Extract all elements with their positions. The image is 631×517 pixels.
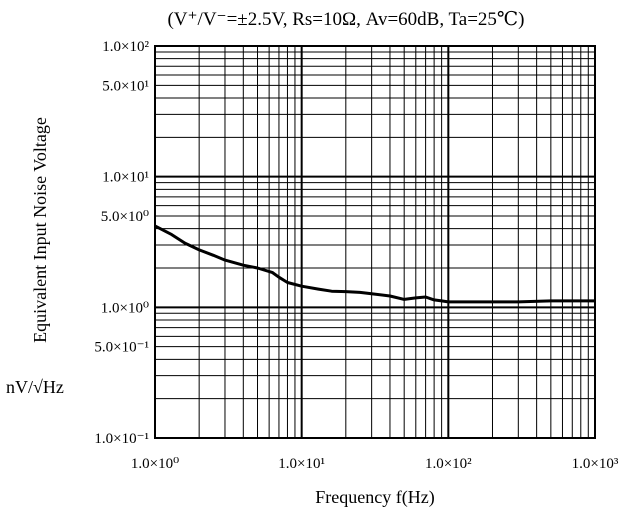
x-axis-label: Frequency f(Hz) xyxy=(315,487,434,508)
x-tick-labels: 1.0×10⁰ 1.0×10¹ 1.0×10² 1.0×10³ xyxy=(131,456,619,472)
plot-grid xyxy=(155,46,595,438)
y-tick-label: 1.0×10² xyxy=(102,39,149,55)
y-axis-label: Equivalent Input Noise Voltage xyxy=(30,117,50,343)
y-tick-label: 1.0×10¹ xyxy=(102,170,149,186)
y-tick-label: 1.0×10⁰ xyxy=(101,300,149,316)
noise-curve xyxy=(154,224,595,304)
chart-title: (V⁺/V⁻=±2.5V, Rs=10Ω, Av=60dB, Ta=25℃) xyxy=(167,9,524,30)
y-axis-unit: nV/√Hz xyxy=(6,377,64,397)
y-tick-labels: 1.0×10² 5.0×10¹ 1.0×10¹ 5.0×10⁰ 1.0×10⁰ 5.0×1… xyxy=(94,39,149,447)
x-tick-label: 1.0×10² xyxy=(425,456,472,472)
plot-frame xyxy=(154,45,596,439)
y-tick-label: 5.0×10¹ xyxy=(102,78,149,94)
y-tick-label: 5.0×10⁻¹ xyxy=(94,340,149,356)
x-tick-label: 1.0×10¹ xyxy=(278,456,325,472)
x-tick-label: 1.0×10⁰ xyxy=(131,456,179,472)
y-tick-label: 5.0×10⁰ xyxy=(101,209,149,225)
x-tick-label: 1.0×10³ xyxy=(572,456,619,472)
y-tick-label: 1.0×10⁻¹ xyxy=(94,431,149,447)
